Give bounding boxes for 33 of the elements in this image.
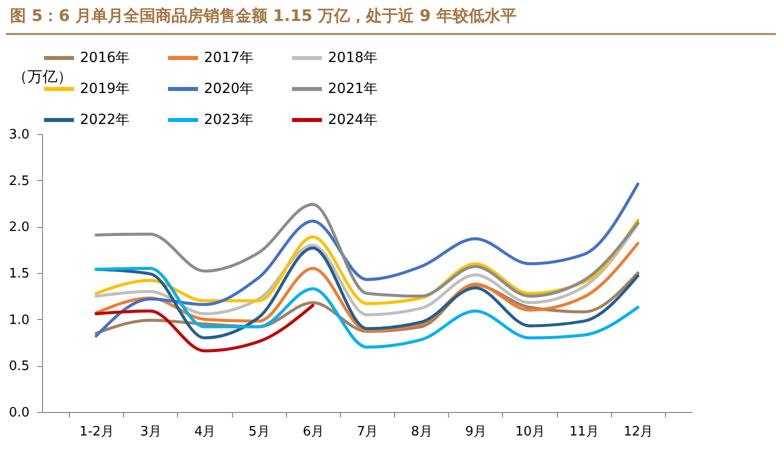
x-tick-label: 9月 bbox=[465, 424, 486, 440]
y-tick-label: 3.0 bbox=[8, 128, 30, 142]
x-tick-label: 4月 bbox=[194, 424, 216, 440]
y-tick-label: 0.5 bbox=[8, 359, 30, 374]
line-series bbox=[94, 182, 640, 338]
legend-label: 2021年 bbox=[328, 81, 378, 97]
legend-label: 2016年 bbox=[80, 50, 130, 66]
y-tick-label: 1.0 bbox=[8, 312, 30, 328]
line-series bbox=[94, 202, 640, 298]
legend-label: 2019年 bbox=[80, 81, 130, 97]
legend-label: 2022年 bbox=[80, 112, 130, 128]
x-tick-label: 12月 bbox=[624, 424, 654, 440]
x-tick-label: 6月 bbox=[302, 424, 324, 440]
y-axis-title: （万亿） bbox=[12, 68, 72, 86]
x-tick-label: 7月 bbox=[356, 424, 378, 440]
x-tick-label: 5月 bbox=[248, 424, 270, 440]
legend-label: 2024年 bbox=[328, 112, 378, 128]
y-tick-label: 1.5 bbox=[8, 266, 30, 282]
y-tick-label: 2.5 bbox=[8, 174, 30, 189]
line-series bbox=[94, 304, 314, 352]
legend-label: 2020年 bbox=[204, 81, 254, 97]
legend-label: 2017年 bbox=[204, 50, 254, 66]
x-tick-label: 8月 bbox=[411, 424, 432, 440]
chart-title: 图 5：6 月单月全国商品房销售金额 1.15 万亿，处于近 9 年较低水平 bbox=[6, 6, 776, 35]
x-tick-label: 3月 bbox=[140, 424, 162, 440]
legend-label: 2023年 bbox=[204, 112, 254, 128]
y-tick-label: 0.0 bbox=[8, 406, 30, 420]
x-tick-label: 10月 bbox=[515, 424, 545, 440]
x-tick-label: 1-2月 bbox=[80, 424, 114, 440]
line-series bbox=[94, 266, 640, 349]
y-tick-label: 2.0 bbox=[8, 220, 30, 236]
legend-label: 2018年 bbox=[328, 50, 378, 66]
x-tick-label: 11月 bbox=[569, 424, 599, 440]
